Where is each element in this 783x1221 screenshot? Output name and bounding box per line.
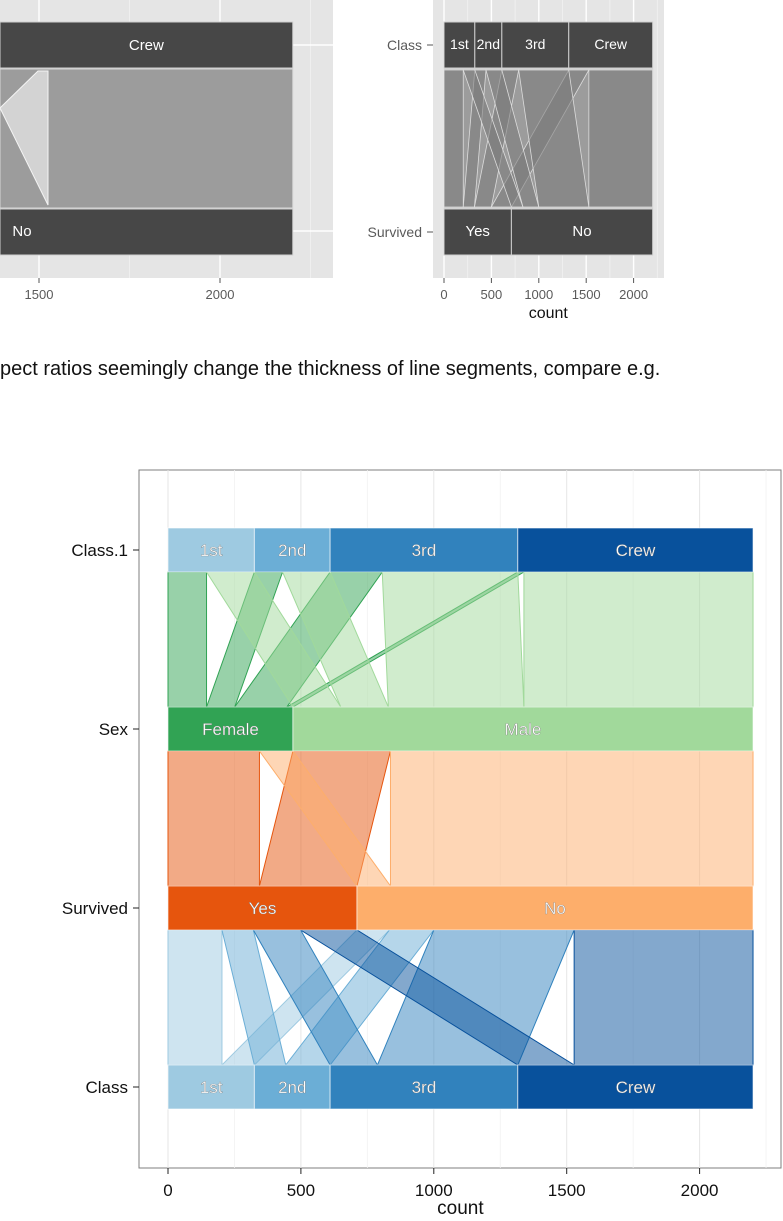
x-tick-label: 1000: [415, 1181, 453, 1200]
node-label: 2nd: [278, 1078, 306, 1097]
x-tick-label: 0: [163, 1181, 172, 1200]
x-tick-label: 500: [287, 1181, 315, 1200]
node-label: Yes: [249, 899, 277, 918]
x-tick-label: 500: [481, 287, 503, 302]
y-axis-label: Survived: [368, 224, 422, 240]
node-label: 1st: [450, 36, 469, 52]
node-bar: [356, 885, 754, 931]
ribbon: [167, 929, 223, 1066]
x-tick-label: 1500: [548, 1181, 586, 1200]
node-bar: [501, 21, 570, 69]
node-label: 3rd: [525, 36, 545, 52]
node-label: No: [572, 223, 591, 240]
node-bar: [329, 1064, 519, 1110]
y-axis-label: Sex: [99, 720, 129, 739]
node-bar: [329, 527, 519, 573]
node-label: 3rd: [412, 541, 437, 560]
node-label: 3rd: [412, 1078, 437, 1097]
node-label: No: [544, 899, 566, 918]
ribbon-block: [0, 68, 294, 209]
ribbon: [381, 571, 525, 708]
panel-top-left: Crew No 1500 2000: [0, 0, 333, 302]
ribbon: [389, 750, 754, 887]
caption-text: pect ratios seemingly change the thickne…: [0, 358, 661, 380]
node-bar: [0, 21, 294, 69]
node-bar: [167, 1064, 255, 1110]
node-bar: [167, 885, 358, 931]
y-axis-label: Class.1: [71, 541, 128, 560]
node-bar: [517, 1064, 754, 1110]
node-bar: [443, 208, 512, 256]
x-tick-label: 1500: [572, 287, 601, 302]
node-bar: [443, 21, 476, 69]
node-label: Crew: [616, 541, 656, 560]
panel-top-right: 1st 2nd 3rd Crew Yes No Class Survived 0 500 1000 1…: [368, 0, 664, 322]
y-axis-label: Survived: [62, 899, 128, 918]
node-label: Crew: [594, 36, 628, 52]
node-bar: [474, 21, 503, 69]
x-axis-title: count: [437, 1198, 484, 1216]
x-axis-title: count: [529, 305, 569, 322]
node-label: Crew: [129, 37, 164, 54]
node-label: 2nd: [278, 541, 306, 560]
node-label: Male: [505, 720, 542, 739]
ribbon: [0, 70, 49, 206]
node-label: No: [12, 223, 31, 240]
node-bar: [568, 21, 654, 69]
node-label: Yes: [465, 223, 489, 240]
y-axis-label: Class: [85, 1078, 128, 1097]
node-bar: [517, 527, 754, 573]
node-label: 2nd: [477, 36, 500, 52]
x-tick-label: 1000: [524, 287, 553, 302]
node-label: 1st: [200, 1078, 223, 1097]
x-tick-label: 2000: [681, 1181, 719, 1200]
node-bar: [510, 208, 654, 256]
node-label: Crew: [616, 1078, 656, 1097]
ribbon: [167, 750, 260, 887]
node-bar: [253, 1064, 331, 1110]
ribbon: [443, 69, 464, 208]
x-tick-label: 1500: [25, 287, 54, 302]
ribbon: [523, 571, 754, 708]
x-tick-label: 2000: [206, 287, 235, 302]
ribbon: [573, 929, 754, 1066]
node-bar: [0, 208, 294, 256]
x-tick-label: 0: [440, 287, 447, 302]
ribbon: [167, 571, 208, 708]
y-axis-label: Class: [387, 37, 422, 53]
x-tick-label: 2000: [619, 287, 648, 302]
node-bar: [292, 706, 754, 752]
node-label: 1st: [200, 541, 223, 560]
ribbon: [588, 69, 654, 208]
panel-bottom: 1st 2nd 3rd Crew Class.1 Female Male Sex Yes No Su…: [62, 469, 782, 1219]
node-bar: [167, 527, 255, 573]
node-label: Female: [202, 720, 259, 739]
